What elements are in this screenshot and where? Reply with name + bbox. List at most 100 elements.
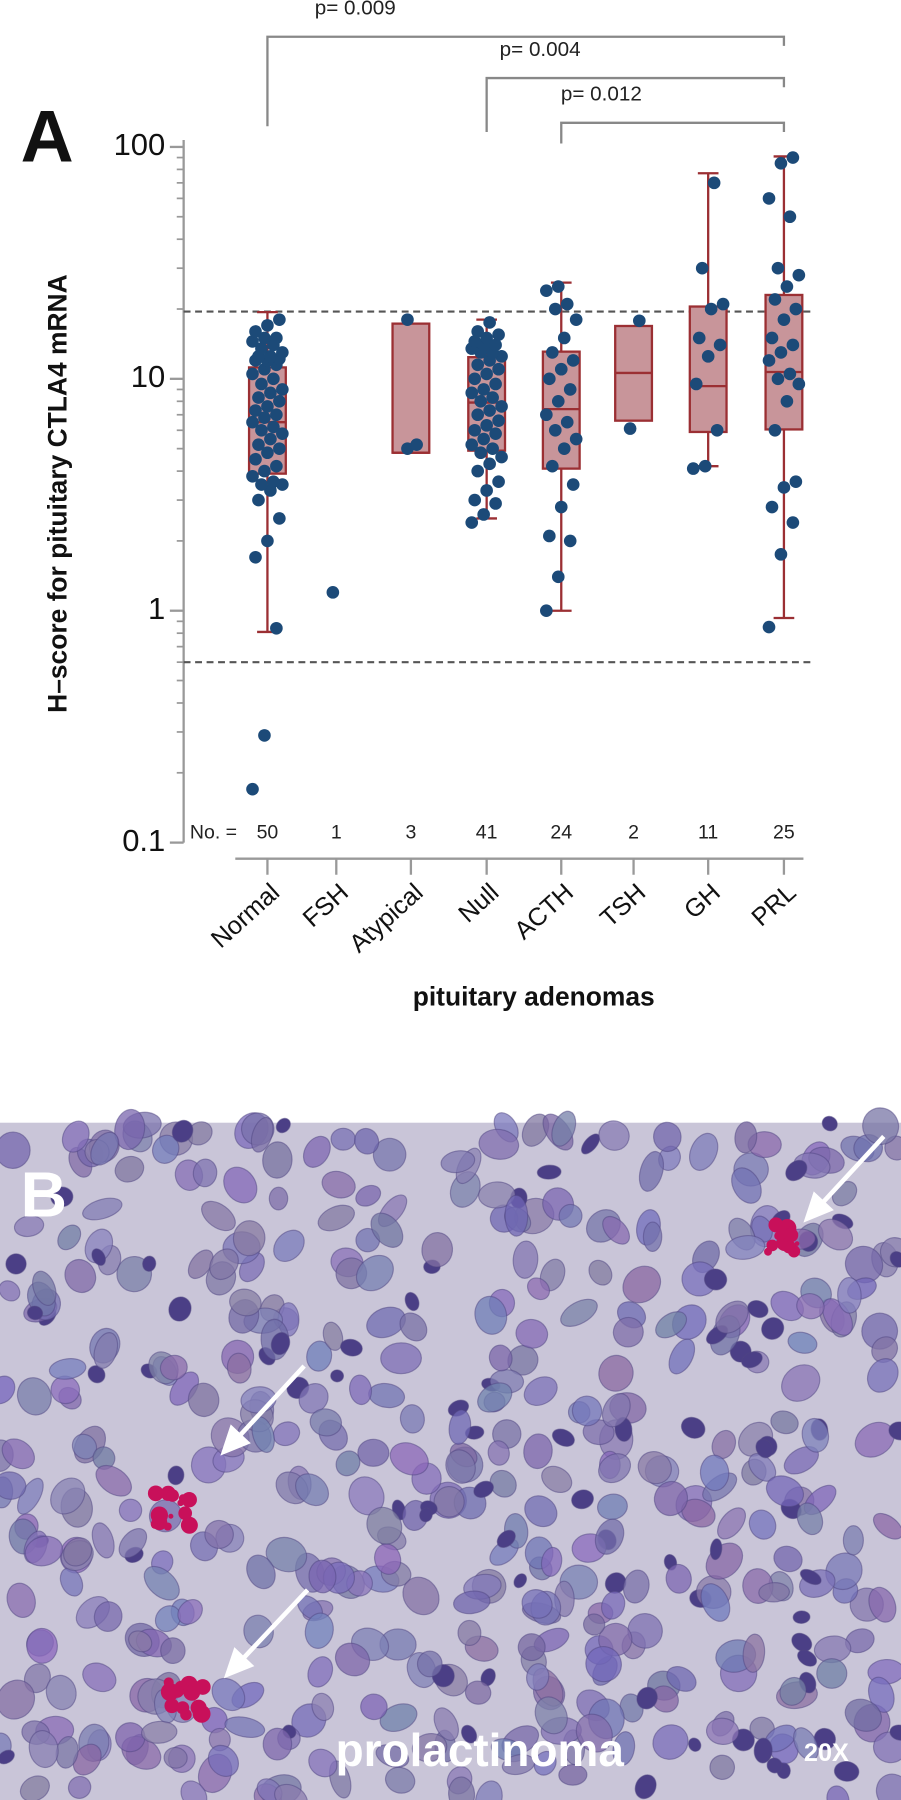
- data-point: [540, 408, 553, 422]
- nucleus: [90, 1131, 119, 1166]
- arrow-head: [803, 1191, 834, 1223]
- data-point: [261, 400, 274, 413]
- stain-spot: [778, 1237, 784, 1244]
- data-point: [569, 313, 583, 326]
- nucleus: [487, 1440, 510, 1466]
- data-point: [786, 516, 800, 529]
- data-point: [261, 534, 274, 548]
- data-point: [540, 604, 553, 618]
- data-point: [554, 362, 568, 376]
- nucleus: [91, 1522, 115, 1559]
- nucleus: [523, 1433, 553, 1470]
- nucleus: [536, 1164, 562, 1180]
- nucleus: [419, 1507, 433, 1523]
- nucleus: [534, 1696, 568, 1735]
- data-point: [401, 313, 414, 326]
- data-point: [551, 570, 565, 584]
- nucleus: [274, 1783, 308, 1800]
- nucleus: [448, 1409, 472, 1445]
- nucleus: [13, 1215, 45, 1238]
- nucleus: [0, 1749, 15, 1765]
- nucleus: [379, 1703, 418, 1732]
- data-point: [780, 394, 794, 408]
- nucleus: [192, 1158, 218, 1188]
- nucleus: [826, 1785, 850, 1800]
- data-point: [554, 500, 568, 514]
- data-point: [264, 350, 277, 363]
- nucleus: [229, 1288, 262, 1317]
- nucleus: [187, 1382, 220, 1418]
- nucleus: [226, 1352, 252, 1384]
- nucleus: [411, 1732, 448, 1763]
- nucleus: [582, 1419, 615, 1446]
- data-point: [492, 362, 505, 376]
- data-point: [543, 529, 556, 543]
- nucleus: [703, 1268, 728, 1291]
- nucleus: [186, 1121, 213, 1146]
- nucleus: [204, 1519, 234, 1549]
- nucleus: [154, 1605, 182, 1633]
- data-point: [477, 383, 490, 396]
- nucleus: [275, 1117, 291, 1134]
- nucleus: [399, 1404, 425, 1434]
- nucleus: [118, 1498, 143, 1523]
- nucleus: [766, 1757, 783, 1774]
- data-point: [783, 210, 797, 224]
- stain-spot: [768, 1217, 784, 1233]
- nucleus: [761, 1317, 785, 1340]
- data-point: [249, 404, 262, 417]
- nucleus: [402, 1576, 440, 1616]
- nucleus: [421, 1231, 454, 1268]
- nucleus: [797, 1649, 818, 1667]
- nucleus: [380, 1342, 422, 1375]
- nucleus: [330, 1369, 345, 1383]
- nucleus: [0, 1280, 21, 1302]
- nucleus: [246, 1554, 276, 1590]
- nucleus: [67, 1775, 92, 1799]
- nucleus: [558, 1203, 583, 1228]
- nucleus: [734, 1121, 758, 1154]
- nucleus: [817, 1218, 854, 1251]
- nucleus: [533, 1750, 557, 1776]
- nucleus: [796, 1502, 824, 1536]
- data-point: [270, 459, 283, 473]
- nucleus: [45, 1674, 77, 1711]
- nucleus: [311, 1692, 335, 1722]
- data-point: [545, 346, 559, 359]
- nucleus: [6, 1582, 36, 1618]
- nucleus: [384, 1766, 416, 1794]
- stain-spot: [164, 1698, 180, 1714]
- significance-label: p= 0.012: [561, 83, 642, 106]
- nucleus: [489, 1469, 517, 1498]
- significance-label: p= 0.009: [315, 0, 396, 20]
- count-label: 3: [405, 822, 416, 844]
- nucleus: [680, 1416, 706, 1439]
- nucleus: [773, 1545, 803, 1573]
- significance-bracket: [560, 121, 786, 144]
- nucleus: [594, 1518, 625, 1555]
- nucleus: [389, 1442, 429, 1476]
- nucleus: [604, 1572, 627, 1594]
- data-point: [765, 500, 779, 514]
- data-point: [471, 408, 485, 422]
- box: [391, 322, 431, 454]
- count-label: 11: [698, 822, 718, 844]
- data-point: [701, 350, 715, 363]
- data-point: [261, 319, 274, 332]
- nucleus: [796, 1293, 825, 1320]
- nucleus: [114, 1108, 146, 1151]
- nucleus: [0, 1471, 27, 1500]
- nucleus: [93, 1601, 123, 1632]
- nucleus: [224, 1716, 266, 1739]
- nucleus: [872, 1512, 901, 1540]
- nucleus: [322, 1321, 344, 1351]
- data-point: [783, 367, 797, 381]
- data-point: [495, 400, 508, 413]
- nucleus: [889, 1724, 901, 1741]
- nucleus: [160, 1637, 186, 1665]
- nucleus: [571, 1395, 603, 1427]
- nucleus: [416, 1650, 443, 1678]
- data-point: [548, 423, 562, 437]
- data-point: [326, 586, 340, 599]
- nucleus: [585, 1646, 622, 1683]
